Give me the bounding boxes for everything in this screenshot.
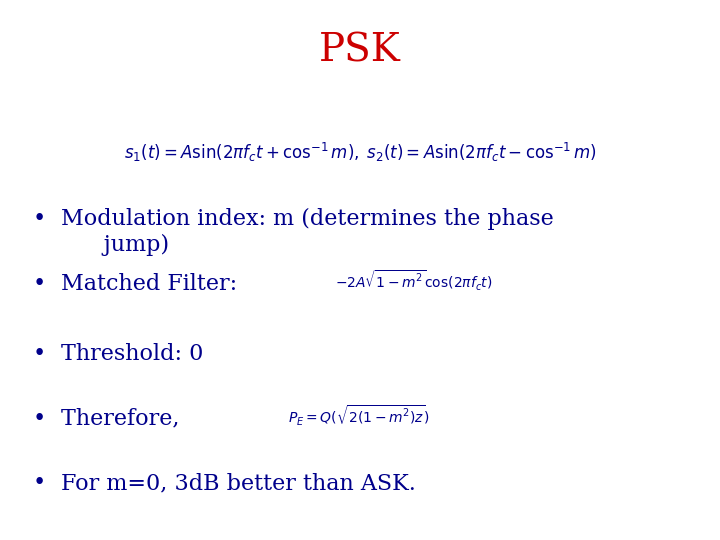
Text: Threshold: 0: Threshold: 0 bbox=[61, 343, 204, 365]
Text: $s_1(t) = A\sin(2\pi f_c t + \cos^{-1} m),\; s_2(t) = A\sin(2\pi f_c t - \cos^{-: $s_1(t) = A\sin(2\pi f_c t + \cos^{-1} m… bbox=[124, 140, 596, 164]
Text: •: • bbox=[33, 208, 46, 230]
Text: For m=0, 3dB better than ASK.: For m=0, 3dB better than ASK. bbox=[61, 472, 416, 495]
Text: •: • bbox=[33, 343, 46, 365]
Text: Therefore,: Therefore, bbox=[61, 408, 194, 430]
Text: Modulation index: m (determines the phase
      jump): Modulation index: m (determines the phas… bbox=[61, 208, 554, 255]
Text: $P_E = Q(\sqrt{2(1-m^2)z})$: $P_E = Q(\sqrt{2(1-m^2)z})$ bbox=[288, 403, 430, 428]
Text: •: • bbox=[33, 472, 46, 495]
Text: PSK: PSK bbox=[319, 32, 401, 70]
Text: •: • bbox=[33, 273, 46, 295]
Text: •: • bbox=[33, 408, 46, 430]
Text: $-2A\sqrt{1-m^2}\cos(2\pi f_c t)$: $-2A\sqrt{1-m^2}\cos(2\pi f_c t)$ bbox=[335, 268, 492, 293]
Text: Matched Filter:: Matched Filter: bbox=[61, 273, 245, 295]
